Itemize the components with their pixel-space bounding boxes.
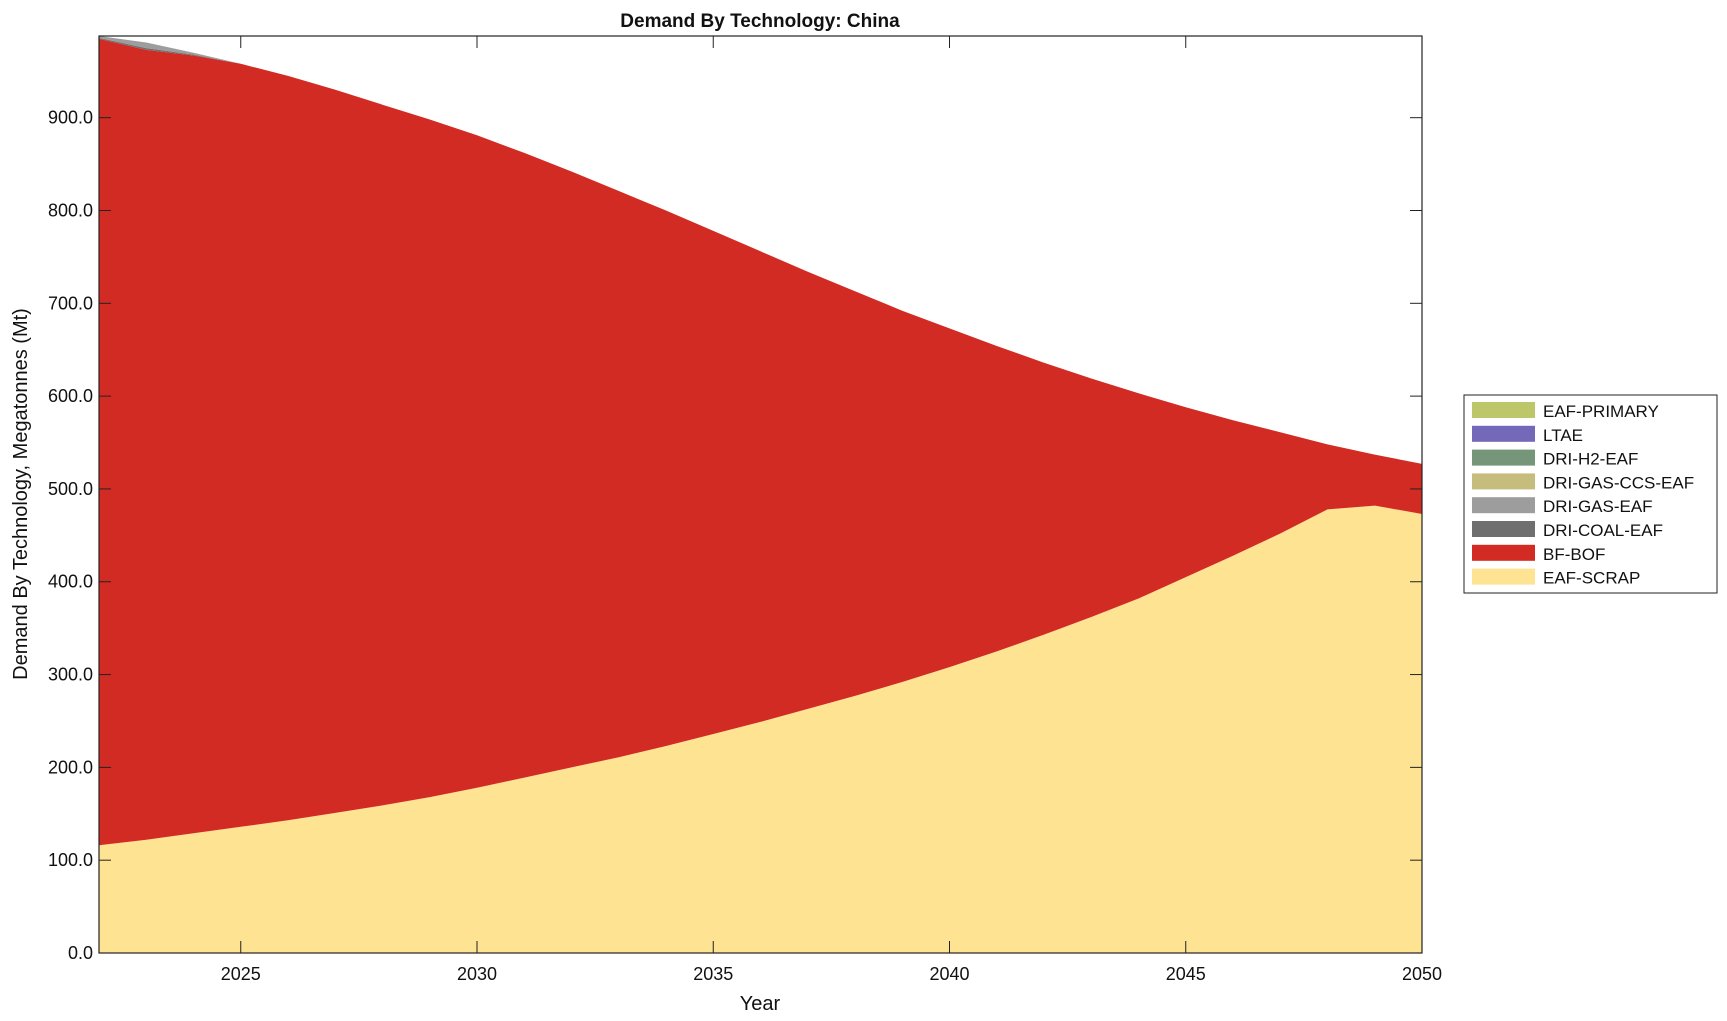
y-axis-label: Demand By Technology, Megatonnes (Mt)	[10, 308, 32, 680]
plot-frame	[98, 35, 1423, 954]
y-tick-label: 500.0	[48, 479, 93, 499]
y-tick-label: 400.0	[48, 572, 93, 592]
legend-swatch	[1472, 521, 1535, 537]
legend-swatch	[1472, 544, 1535, 561]
legend-label: EAF-PRIMARY	[1543, 402, 1659, 421]
area-eaf-scrap	[99, 505, 1422, 953]
legend-swatch	[1472, 568, 1535, 585]
legend-label: LTAE	[1543, 426, 1583, 445]
legend-swatch	[1472, 449, 1535, 466]
x-tick-label: 2025	[221, 964, 261, 984]
area-bf-bof	[99, 38, 1422, 846]
legend-label: DRI-GAS-EAF	[1543, 497, 1653, 516]
y-tick-label: 100.0	[48, 850, 93, 870]
legend-label: EAF-SCRAP	[1543, 569, 1640, 588]
axes-layer: 0.0 100.0 200.0 300.0 400.0 500.0 600.0 700.0 80…	[48, 35, 1442, 984]
x-tick-label: 2050	[1402, 964, 1442, 984]
chart-title: Demand By Technology: China	[620, 11, 900, 32]
y-tick-label: 600.0	[48, 386, 93, 406]
y-tick-label: 900.0	[48, 108, 93, 128]
x-tick-label: 2030	[457, 964, 497, 984]
y-tick-label: 700.0	[48, 293, 93, 313]
y-tick-label: 300.0	[48, 665, 93, 685]
legend-swatch	[1472, 497, 1535, 514]
legend-swatch	[1472, 473, 1535, 490]
legend-swatch	[1472, 402, 1535, 418]
x-axis-label: Year	[740, 993, 781, 1015]
y-tick-label: 200.0	[48, 757, 93, 777]
y-tick-label: 0.0	[68, 943, 93, 963]
areas-layer	[99, 36, 1422, 953]
x-tick-label: 2040	[929, 964, 969, 984]
legend-swatch	[1472, 425, 1535, 442]
legend-label: BF-BOF	[1543, 545, 1605, 564]
x-tick-label: 2045	[1166, 964, 1206, 984]
legend-label: DRI-H2-EAF	[1543, 450, 1638, 469]
legend: EAF-PRIMARY LTAE DRI-H2-EAF DRI-GAS-CCS-EAF…	[1463, 394, 1718, 594]
x-tick-label: 2035	[693, 964, 733, 984]
legend-label: DRI-COAL-EAF	[1543, 521, 1663, 540]
legend-label: DRI-GAS-CCS-EAF	[1543, 473, 1694, 492]
y-tick-label: 800.0	[48, 200, 93, 220]
